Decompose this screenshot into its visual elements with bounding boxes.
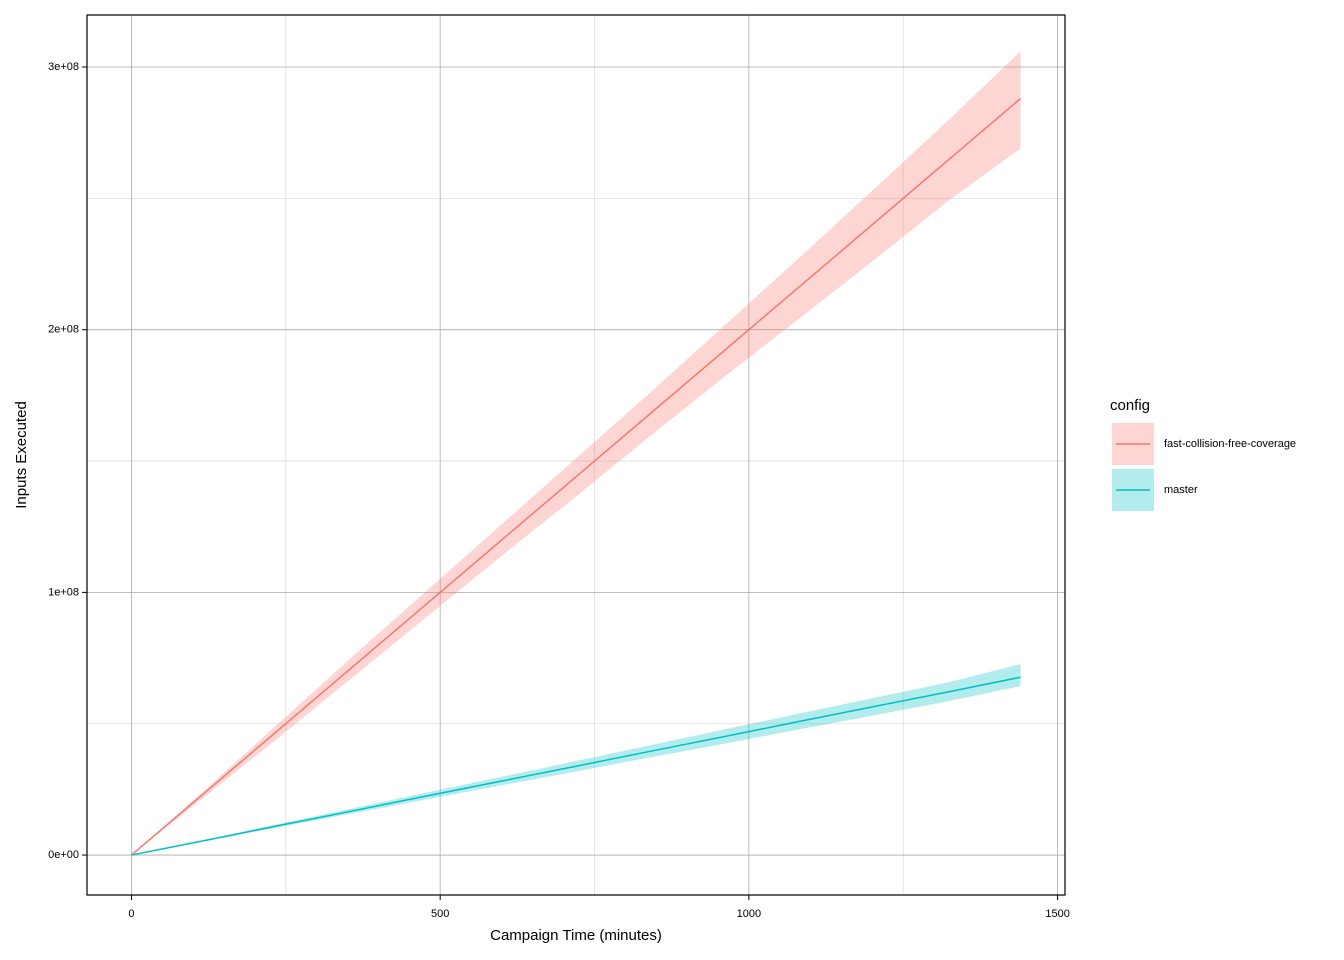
x-tick-label: 1500	[1045, 908, 1069, 920]
legend-label: master	[1164, 484, 1198, 496]
legend-label: fast-collision-free-coverage	[1164, 438, 1296, 450]
y-axis-label: Inputs Executed	[13, 401, 30, 509]
x-axis-label: Campaign Time (minutes)	[490, 927, 662, 944]
y-tick-label: 0e+00	[48, 849, 79, 861]
y-tick-label: 1e+08	[48, 586, 79, 598]
y-tick-label: 2e+08	[48, 324, 79, 336]
x-tick-label: 1000	[737, 908, 761, 920]
x-tick-label: 0	[128, 908, 134, 920]
series-line	[130, 97, 1022, 856]
legend-title: config	[1110, 397, 1150, 414]
confidence-ribbon	[131, 51, 1021, 856]
y-tick-label: 3e+08	[48, 61, 79, 73]
x-tick-label: 500	[431, 908, 449, 920]
plot-border	[86, 14, 1066, 896]
series-line	[131, 676, 1021, 856]
confidence-ribbon	[131, 664, 1021, 856]
